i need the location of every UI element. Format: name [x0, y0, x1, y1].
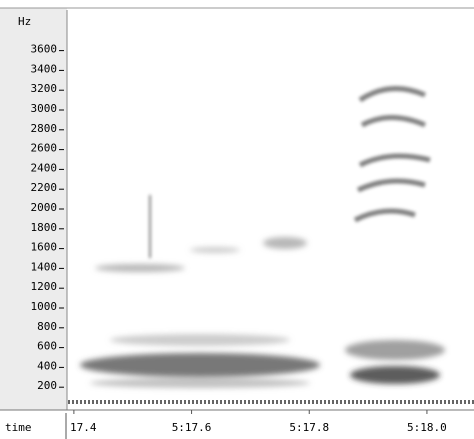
y-tick-label: 3400: [31, 62, 58, 75]
y-tick-label: 2600: [31, 142, 58, 155]
y-tick-label: 1000: [31, 300, 58, 313]
spectrogram-energy: [80, 237, 445, 388]
x-tick-label: 5:17.6: [172, 421, 212, 434]
x-tick-label: 17.4: [70, 421, 97, 434]
y-tick-label: 400: [37, 359, 57, 372]
y-tick-label: 3000: [31, 102, 58, 115]
x-axis-label: time: [5, 421, 32, 434]
y-tick-label: 600: [37, 340, 57, 353]
y-tick-label: 2400: [31, 161, 58, 174]
x-tick-label: 5:18.0: [407, 421, 447, 434]
y-tick-label: 1600: [31, 241, 58, 254]
y-tick-label: 1200: [31, 280, 58, 293]
y-tick-label: 2200: [31, 181, 58, 194]
x-tick-label: 5:17.8: [289, 421, 329, 434]
y-tick-label: 2000: [31, 201, 58, 214]
y-axis-panel: [0, 8, 67, 410]
y-tick-label: 1800: [31, 221, 58, 234]
y-tick-label: 800: [37, 320, 57, 333]
y-tick-label: 1400: [31, 260, 58, 273]
y-tick-label: 2800: [31, 122, 58, 135]
y-tick-label: 3600: [31, 43, 58, 56]
y-axis-label: Hz: [18, 15, 31, 28]
formant-streaks: [149, 86, 431, 258]
y-tick-label: 200: [37, 379, 57, 392]
y-tick-label: 3200: [31, 82, 58, 95]
